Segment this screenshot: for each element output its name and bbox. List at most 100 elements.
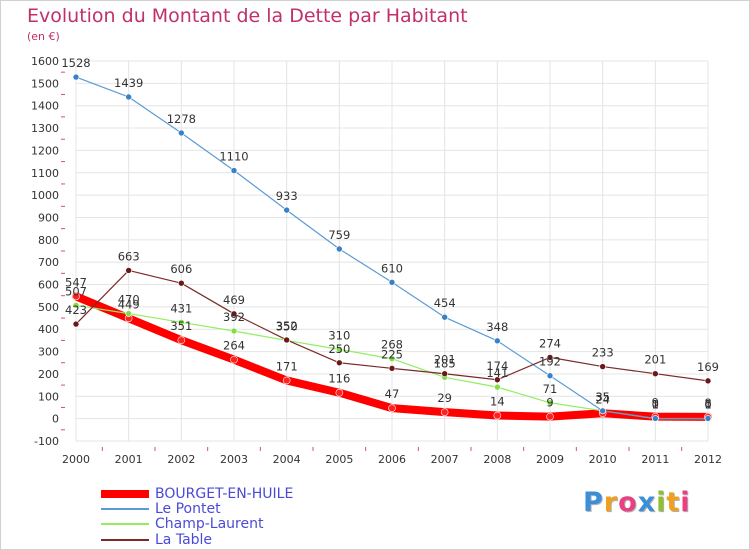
y-tick-label: 900 [38,211,59,224]
y-tick-label: 1600 [31,55,59,68]
data-point [493,411,502,420]
logo-letter: o [618,487,638,518]
data-label: 392 [223,310,245,324]
data-label: 1 [704,397,711,411]
data-point [230,327,238,335]
data-label: 192 [539,355,561,369]
data-label: 1278 [167,112,196,126]
data-point [441,370,448,378]
data-point [72,292,80,301]
y-tick-label: 400 [38,323,59,336]
y-tick-label: 200 [38,368,59,381]
data-point [230,167,238,174]
x-tick-label: 2004 [273,453,301,466]
data-label: 71 [543,382,558,396]
x-tick-label: 2008 [483,453,511,466]
data-point [652,415,659,422]
data-label: 14 [490,395,505,409]
legend-item-la-table: La Table [101,532,212,548]
data-point [283,206,290,214]
y-tick-label: 0 [52,413,59,426]
data-point [494,337,501,345]
data-label: 1439 [114,76,143,90]
data-label: 29 [437,391,452,405]
data-label: 185 [434,356,456,370]
data-label: 233 [592,346,614,360]
y-tick-label: 1200 [31,144,59,157]
data-point [230,355,238,364]
data-label: 933 [276,189,298,203]
legend-swatch-bourget [101,490,149,498]
logo-letter: i [656,487,667,518]
x-tick-label: 2002 [167,453,195,466]
data-point [178,279,185,287]
data-label: 759 [328,228,350,242]
data-label: 0 [704,398,711,412]
y-tick-label: 300 [38,346,59,359]
data-label: 264 [223,339,245,353]
data-label: 250 [328,342,350,356]
data-point [283,336,290,344]
proxiti-logo: Proxiti [583,487,691,518]
data-point [72,73,80,81]
data-label: 663 [118,249,140,263]
x-tick-label: 2009 [536,453,564,466]
data-point [125,93,132,101]
data-label: 8 [704,396,711,410]
data-point [546,412,554,421]
x-tick-label: 2010 [589,453,617,466]
x-tick-label: 2011 [641,453,669,466]
data-label: 225 [381,347,403,361]
data-label: 469 [223,293,245,307]
data-point [335,388,344,397]
y-tick-label: 1100 [31,167,59,180]
data-label: 47 [385,387,400,401]
data-label: 274 [539,336,561,350]
data-label: 454 [434,296,456,310]
logo-letter: P [583,487,604,518]
data-point [704,377,712,385]
data-label: 35 [595,390,610,404]
data-point [388,365,396,372]
y-tick-label: 600 [38,279,59,292]
data-label: 348 [486,320,508,334]
data-label: 351 [170,319,192,333]
legend-label-bourget: BOURGET-EN-HUILE [155,486,294,502]
data-label: 350 [276,319,298,333]
logo-letter: x [637,487,657,518]
data-point [441,313,448,321]
x-tick-label: 2012 [694,453,722,466]
data-point [494,376,501,384]
data-label: 35 [595,390,610,404]
data-label: 171 [276,359,298,373]
data-point [388,404,396,412]
x-tick-label: 2006 [378,453,406,466]
data-label: 1 [652,397,659,411]
legend-item-bourget: BOURGET-EN-HUILE [101,486,293,502]
data-label: 610 [381,261,403,275]
x-tick-label: 2003 [220,453,248,466]
data-point [336,359,343,367]
data-label: 547 [65,275,87,289]
legend-swatch-champ-laurent [101,523,149,525]
legend-item-champ-laurent: Champ-Laurent [101,516,263,532]
legend-swatch-la-table [101,539,149,541]
x-tick-label: 2005 [325,453,353,466]
logo-letter: i [680,487,691,518]
data-label: 449 [118,297,140,311]
y-tick-label: 100 [38,390,59,403]
y-tick-label: -100 [34,435,59,448]
data-label: 24 [595,392,610,406]
data-label: 352 [276,319,298,333]
data-point [546,372,554,380]
data-label: 310 [328,328,350,342]
chart-subtitle: (en €) [27,30,60,43]
data-point [599,407,606,415]
data-point [599,363,606,370]
legend-item-le-pontet: Le Pontet [101,501,221,517]
legend-swatch-le-pontet [101,508,149,510]
y-tick-label: 1400 [31,100,59,113]
data-label: 9 [652,396,659,410]
data-label: 9 [546,396,553,410]
